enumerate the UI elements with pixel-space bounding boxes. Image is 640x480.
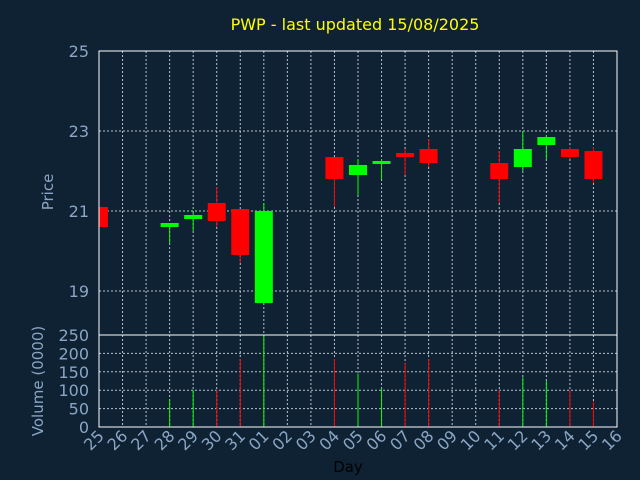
candle-body-04 (325, 157, 344, 179)
candle-body-12 (513, 149, 532, 167)
candle-body-05 (349, 165, 367, 175)
price-y-ticks: 25 23 21 19 (69, 42, 89, 301)
candle-body-31 (231, 209, 250, 255)
candle-body-15 (584, 151, 603, 179)
volume-y-tick-label: 50 (69, 400, 89, 419)
volume-axis-label: Volume (0000) (29, 326, 47, 436)
chart-title: PWP - last updated 15/08/2025 (231, 15, 480, 34)
price-candles (98, 131, 603, 303)
candle-body-25 (99, 207, 108, 227)
volume-panel-frame (98, 334, 618, 428)
x-axis-label: Day (333, 458, 363, 476)
volume-y-tick-label: 200 (58, 344, 89, 363)
price-axis-label: Price (39, 174, 57, 211)
candle-body-06 (372, 161, 391, 164)
volume-y-tick-label: 250 (58, 326, 89, 345)
candle-body-08 (419, 149, 438, 163)
candle-body-28 (160, 223, 179, 227)
candle-body-13 (537, 137, 556, 145)
candle-body-07 (396, 153, 415, 157)
price-y-tick-label: 21 (69, 202, 89, 221)
volume-y-tick-label: 0 (79, 418, 89, 437)
x-ticks: 2526272829303101020304050607080910111213… (80, 426, 626, 454)
x-tick-label: 16 (598, 426, 626, 454)
price-y-tick-label: 19 (69, 282, 89, 301)
candle-body-29 (184, 215, 203, 219)
price-y-tick-label: 25 (69, 42, 89, 61)
candle-body-14 (560, 149, 579, 157)
price-y-tick-label: 23 (69, 122, 89, 141)
volume-bars (169, 335, 594, 427)
candle-body-11 (490, 163, 509, 179)
candle-body-30 (207, 203, 226, 221)
candle-body-01 (254, 211, 273, 303)
volume-y-tick-label: 150 (58, 363, 89, 382)
volume-y-tick-label: 100 (58, 381, 89, 400)
